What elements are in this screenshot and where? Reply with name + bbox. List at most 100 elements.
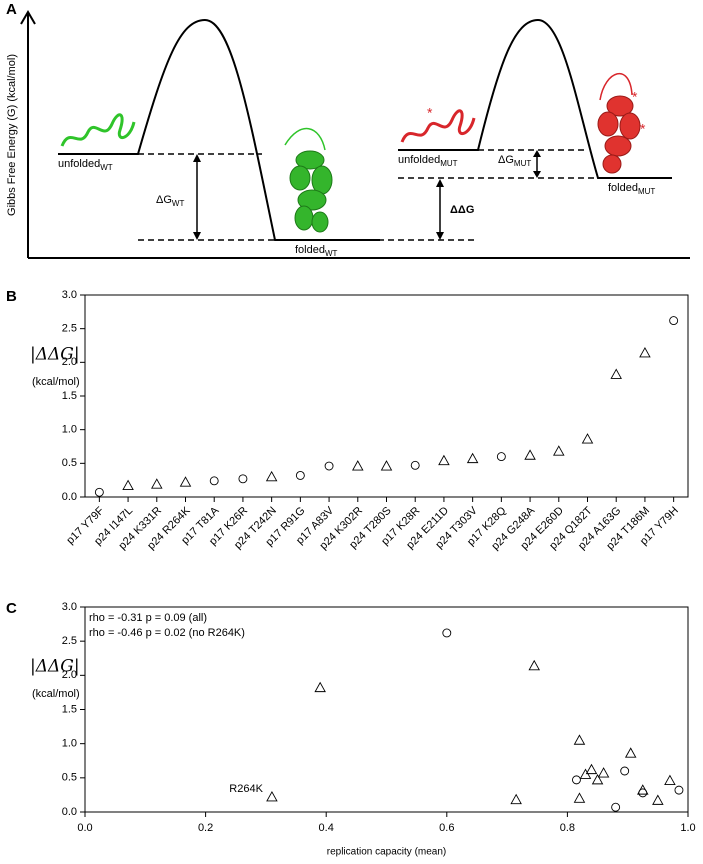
data-point	[238, 474, 248, 484]
data-point	[524, 449, 536, 460]
state-label: unfoldedMUT	[398, 154, 458, 168]
data-point	[674, 785, 684, 795]
plot-frame	[84, 294, 689, 498]
y-tick-label: 0.0	[62, 806, 77, 818]
y-tick-label: 0.0	[62, 491, 77, 503]
ddg-label: ΔΔG	[450, 204, 474, 216]
data-point	[611, 802, 621, 812]
label-sub: WT	[325, 249, 338, 258]
y-axis-label: |ΔΔG|	[30, 657, 80, 677]
arrow-head	[193, 232, 201, 240]
state-label: unfoldedWT	[58, 158, 113, 172]
y-tick-label: 1.0	[62, 424, 77, 436]
y-tick-label: 2.0	[62, 356, 77, 368]
arrow-head	[533, 171, 541, 178]
y-tick-label: 3.0	[62, 289, 77, 301]
delta-label: ΔGWT	[156, 194, 184, 208]
label-text: folded	[608, 182, 638, 194]
arrow-head	[436, 179, 444, 187]
panel-letter: A	[6, 1, 17, 18]
energy-curve	[398, 18, 672, 179]
data-point	[581, 433, 594, 444]
label-sub: MUT	[638, 187, 655, 196]
data-point	[466, 452, 479, 464]
point-label: R264K	[229, 783, 263, 795]
data-point	[669, 316, 679, 326]
y-tick-label: 1.5	[62, 703, 77, 715]
arrow-head	[436, 232, 444, 240]
label-text: unfolded	[58, 158, 100, 170]
label-sub: MUT	[440, 159, 457, 168]
x-tick-label: 0.0	[77, 822, 92, 834]
data-point	[94, 487, 104, 497]
data-point	[209, 476, 219, 486]
data-point	[122, 479, 134, 491]
delta-label: ΔGMUT	[498, 154, 531, 168]
data-point	[265, 470, 278, 482]
data-point	[652, 794, 664, 805]
data-point	[179, 476, 192, 487]
data-point	[410, 460, 420, 470]
data-point	[620, 766, 630, 776]
axis-label: Gibbs Free Energy (G) (kcal/mol)	[6, 54, 18, 216]
data-point	[266, 791, 278, 802]
label-text: ΔG	[498, 154, 514, 166]
unfolded-chain	[60, 113, 136, 147]
label-text: folded	[295, 244, 325, 256]
data-point	[637, 784, 649, 795]
data-point	[438, 454, 450, 466]
label-sub: WT	[100, 163, 113, 172]
data-point	[553, 445, 565, 456]
label-text: unfolded	[398, 154, 440, 166]
y-tick-label: 0.5	[62, 772, 77, 784]
x-tick-label: 0.6	[439, 822, 454, 834]
y-tick-label: 1.5	[62, 390, 77, 402]
x-axis-label: replication capacity (mean)	[327, 847, 447, 858]
y-axis-unit: (kcal/mol)	[32, 376, 80, 388]
energy-curve	[58, 18, 380, 241]
label-sub: WT	[172, 199, 185, 208]
state-label: foldedMUT	[608, 182, 655, 196]
unfolded-chain	[400, 109, 476, 143]
mutation-mark: *	[427, 105, 433, 121]
folded-protein	[284, 127, 333, 233]
data-point	[591, 773, 604, 785]
annotation: rho = -0.31 p = 0.09 (all)	[89, 612, 207, 624]
x-tick-label: 1.0	[680, 822, 695, 834]
y-tick-label: 2.5	[62, 323, 77, 335]
x-tick-label: 0.2	[198, 822, 213, 834]
arrow-head	[193, 154, 201, 162]
data-point	[573, 792, 586, 803]
data-point	[624, 747, 637, 758]
annotation: rho = -0.46 p = 0.02 (no R264K)	[89, 627, 245, 639]
panel-letter: C	[6, 600, 17, 617]
data-point	[151, 478, 163, 489]
data-point	[597, 767, 610, 778]
data-point	[571, 775, 581, 785]
y-tick-label: 3.0	[62, 601, 77, 613]
data-point	[528, 659, 540, 671]
state-label: foldedWT	[295, 244, 338, 258]
y-axis-label: |ΔΔG|	[30, 345, 80, 365]
data-point	[638, 788, 648, 798]
data-point	[496, 452, 506, 462]
data-point	[380, 460, 393, 471]
label-text: ΔG	[156, 194, 172, 206]
panel-a: A Gibbs Free Energy (G) (kcal/mol) unfol…	[6, 1, 690, 259]
data-point	[442, 628, 452, 638]
panel-letter: B	[6, 288, 17, 305]
folded-protein	[597, 73, 641, 174]
data-point	[510, 793, 522, 805]
mutation-mark: *	[640, 121, 646, 137]
x-tick-label: 0.4	[319, 822, 334, 834]
data-point	[639, 346, 651, 358]
data-point	[585, 763, 598, 775]
y-tick-label: 1.0	[62, 738, 77, 750]
data-point	[324, 461, 334, 471]
data-point	[573, 734, 586, 745]
y-tick-label: 2.5	[62, 635, 77, 647]
y-tick-label: 2.0	[62, 669, 77, 681]
y-axis-unit: (kcal/mol)	[32, 688, 80, 700]
